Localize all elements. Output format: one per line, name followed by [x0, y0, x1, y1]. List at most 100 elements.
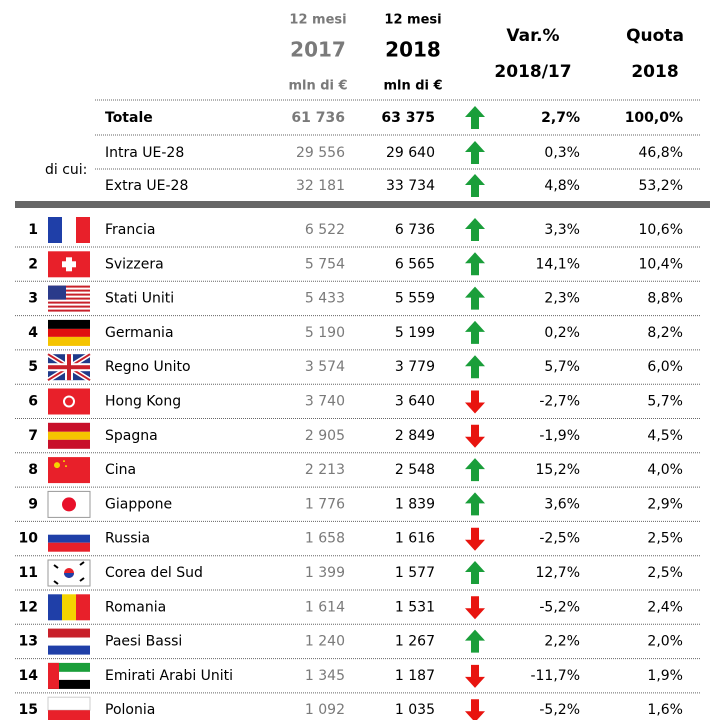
arrow-down: [465, 390, 485, 414]
header-period: 12 mesi: [289, 13, 346, 28]
quota: 46,8%: [639, 145, 683, 161]
quota: 53,2%: [639, 178, 683, 194]
header-quota: Quota: [626, 26, 684, 46]
header-year: 2017: [290, 38, 346, 62]
var-pct: 14,1%: [536, 256, 580, 272]
header-period: 12 mesi: [384, 13, 441, 28]
var-pct: -11,7%: [530, 668, 580, 684]
arrow-down: [465, 424, 485, 448]
arrow-down: [465, 596, 485, 620]
arrow-up: [465, 629, 485, 653]
var-pct: 2,2%: [544, 634, 580, 650]
quota: 2,5%: [647, 565, 683, 581]
value-2018: 2 548: [395, 462, 435, 478]
country-name: Russia: [105, 531, 150, 547]
value-2018: 1 577: [395, 565, 435, 581]
country-name: Romania: [105, 599, 166, 615]
country-name: Germania: [105, 325, 174, 341]
rank: 6: [28, 394, 38, 410]
value-2018: 1 187: [395, 668, 435, 684]
arrow-up: [465, 320, 485, 344]
flag: [48, 662, 90, 689]
country-name: Cina: [105, 462, 136, 478]
arrow-up: [465, 458, 485, 482]
value-2017: 32 181: [296, 178, 345, 194]
value-2018: 6 565: [395, 256, 435, 272]
header-year: 2018: [385, 38, 441, 62]
var-pct: 5,7%: [544, 359, 580, 375]
quota: 1,6%: [647, 702, 683, 718]
value-2017: 61 736: [291, 110, 345, 126]
arrow-up: [465, 492, 485, 516]
quota: 8,2%: [647, 325, 683, 341]
quota: 1,9%: [647, 668, 683, 684]
value-2017: 6 522: [305, 222, 345, 238]
quota: 2,0%: [647, 634, 683, 650]
header-unit: mln di €: [383, 79, 442, 94]
var-pct: 3,3%: [544, 222, 580, 238]
quota: 2,9%: [647, 496, 683, 512]
quota: 4,0%: [647, 462, 683, 478]
quota: 10,6%: [639, 222, 683, 238]
value-2017: 5 754: [305, 256, 345, 272]
quota: 6,0%: [647, 359, 683, 375]
value-2018: 1 531: [395, 599, 435, 615]
value-2018: 1 267: [395, 634, 435, 650]
var-pct: 0,3%: [544, 145, 580, 161]
arrow-up: [465, 286, 485, 310]
value-2017: 1 658: [305, 531, 345, 547]
rank: 10: [19, 531, 39, 547]
rank: 2: [28, 256, 38, 272]
var-pct: 0,2%: [544, 325, 580, 341]
value-2017: 2 905: [305, 428, 345, 444]
arrow-up: [465, 252, 485, 276]
subtotal-label: Extra UE-28: [105, 178, 188, 194]
value-2018: 3 779: [395, 359, 435, 375]
flag: [48, 594, 90, 621]
rank: 15: [19, 702, 38, 718]
value-2017: 1 776: [305, 496, 345, 512]
flag: [47, 696, 91, 720]
arrow-down: [465, 699, 485, 720]
var-pct: -5,2%: [539, 702, 580, 718]
var-pct: 2,7%: [541, 110, 580, 126]
country-name: Stati Uniti: [105, 291, 174, 307]
country-name: Paesi Bassi: [105, 634, 182, 650]
rank: 14: [19, 668, 39, 684]
country-name: Hong Kong: [105, 394, 181, 410]
flag: [48, 388, 90, 415]
value-2017: 1 240: [305, 634, 345, 650]
value-2018: 1 035: [395, 702, 435, 718]
value-2018: 6 736: [395, 222, 435, 238]
value-2018: 3 640: [395, 394, 435, 410]
value-2017: 1 345: [305, 668, 345, 684]
header-var: Var.%: [506, 26, 559, 46]
value-2017: 1 614: [305, 599, 345, 615]
quota: 2,4%: [647, 599, 683, 615]
value-2017: 3 574: [305, 359, 345, 375]
rank: 4: [28, 325, 38, 341]
total-label: Totale: [105, 110, 153, 126]
quota: 5,7%: [647, 394, 683, 410]
rank: 5: [28, 359, 38, 375]
value-2018: 33 734: [386, 178, 435, 194]
header-var: 2018/17: [494, 62, 571, 82]
value-2017: 29 556: [296, 145, 345, 161]
value-2018: 5 199: [395, 325, 435, 341]
quota: 4,5%: [647, 428, 683, 444]
flag: [48, 319, 90, 346]
var-pct: 15,2%: [536, 462, 580, 478]
country-name: Francia: [105, 222, 155, 238]
arrow-up: [465, 106, 485, 129]
value-2018: 1 839: [395, 496, 435, 512]
quota: 100,0%: [625, 110, 683, 126]
value-2017: 2 213: [305, 462, 345, 478]
flag: [47, 490, 91, 518]
value-2018: 2 849: [395, 428, 435, 444]
arrow-up: [465, 141, 485, 164]
flag: [48, 217, 90, 243]
header-unit: mln di €: [288, 79, 347, 94]
flag: [48, 285, 90, 312]
quota: 8,8%: [647, 291, 683, 307]
